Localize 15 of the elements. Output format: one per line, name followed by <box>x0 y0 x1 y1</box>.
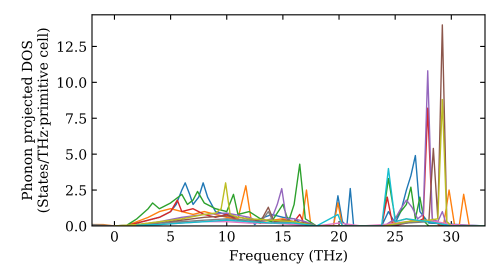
x-tick-label: 20 <box>331 231 347 242</box>
x-tick-label: 0 <box>110 231 118 242</box>
y-axis-title: Phonon projected DOS (States/THz·primitive cell) <box>21 28 51 212</box>
x-tick-label: 25 <box>387 231 403 242</box>
x-tick-label: 10 <box>220 231 235 242</box>
x-tick-label: 15 <box>276 231 291 242</box>
y-tick-label: 0.0 <box>66 220 86 232</box>
x-axis-title: Frequency (THz) <box>230 250 347 264</box>
y-tick-label: 2.5 <box>66 185 86 196</box>
y-tick-label: 10.0 <box>58 77 86 88</box>
y-tick-label: 5.0 <box>66 149 86 160</box>
y-tick-label: 12.5 <box>58 41 86 52</box>
y-tick-label: 7.5 <box>66 113 86 124</box>
x-tick-label: 5 <box>167 231 174 242</box>
x-tick-label: 30 <box>444 231 460 242</box>
